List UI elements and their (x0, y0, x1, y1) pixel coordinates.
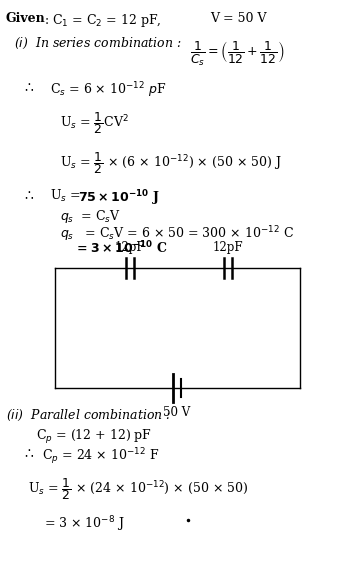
Text: U$_s$ =: U$_s$ = (50, 188, 82, 204)
Text: ($ii$)  Parallel combination :: ($ii$) Parallel combination : (6, 408, 171, 423)
Text: = $\mathbf{3 \times 10^{-10}}$ C: = $\mathbf{3 \times 10^{-10}}$ C (76, 240, 168, 256)
Text: C$_p$ = (12 + 12) pF: C$_p$ = (12 + 12) pF (36, 428, 152, 446)
Text: $\dfrac{1}{C_s} = \left(\dfrac{1}{12} + \dfrac{1}{12}\right)$: $\dfrac{1}{C_s} = \left(\dfrac{1}{12} + … (190, 40, 285, 68)
Text: 12pF: 12pF (115, 241, 145, 254)
Text: U$_s$ = $\dfrac{1}{2}$ $\times$ (24 $\times$ 10$^{-12}$) $\times$ (50 $\times$ 5: U$_s$ = $\dfrac{1}{2}$ $\times$ (24 $\ti… (28, 476, 248, 502)
Text: ($i$)  In series combination :: ($i$) In series combination : (14, 36, 181, 51)
Text: 50 V: 50 V (163, 406, 191, 419)
Text: U$_s$ = $\dfrac{1}{2}$ $\times$ (6 $\times$ 10$^{-12}$) $\times$ (50 $\times$ 50: U$_s$ = $\dfrac{1}{2}$ $\times$ (6 $\tim… (60, 150, 282, 176)
Text: U$_s$ = $\dfrac{1}{2}$CV$^2$: U$_s$ = $\dfrac{1}{2}$CV$^2$ (60, 110, 129, 136)
Text: 12pF: 12pF (213, 241, 243, 254)
Text: $\therefore$: $\therefore$ (22, 80, 35, 94)
Text: = 3 $\times$ 10$^{-8}$ J: = 3 $\times$ 10$^{-8}$ J (44, 514, 125, 534)
Text: $\therefore$: $\therefore$ (22, 188, 35, 202)
Text: V = 50 V: V = 50 V (210, 12, 267, 25)
Text: $\mathbf{75 \times 10^{-10}}$ J: $\mathbf{75 \times 10^{-10}}$ J (78, 188, 160, 208)
Text: $q_s$   = C$_s$V = 6 $\times$ 50 = 300 $\times$ 10$^{-12}$ C: $q_s$ = C$_s$V = 6 $\times$ 50 = 300 $\t… (60, 224, 294, 244)
Text: Given: Given (6, 12, 46, 25)
Text: : C$_1$ = C$_2$ = 12 pF,: : C$_1$ = C$_2$ = 12 pF, (44, 12, 162, 29)
Text: C$_p$ = 24 $\times$ 10$^{-12}$ F: C$_p$ = 24 $\times$ 10$^{-12}$ F (42, 446, 159, 467)
Text: $q_s$  = C$_s$V: $q_s$ = C$_s$V (60, 208, 121, 225)
Text: $\therefore$: $\therefore$ (22, 446, 35, 460)
Text: C$_s$ = 6 $\times$ 10$^{-12}$ $p$F: C$_s$ = 6 $\times$ 10$^{-12}$ $p$F (50, 80, 166, 99)
